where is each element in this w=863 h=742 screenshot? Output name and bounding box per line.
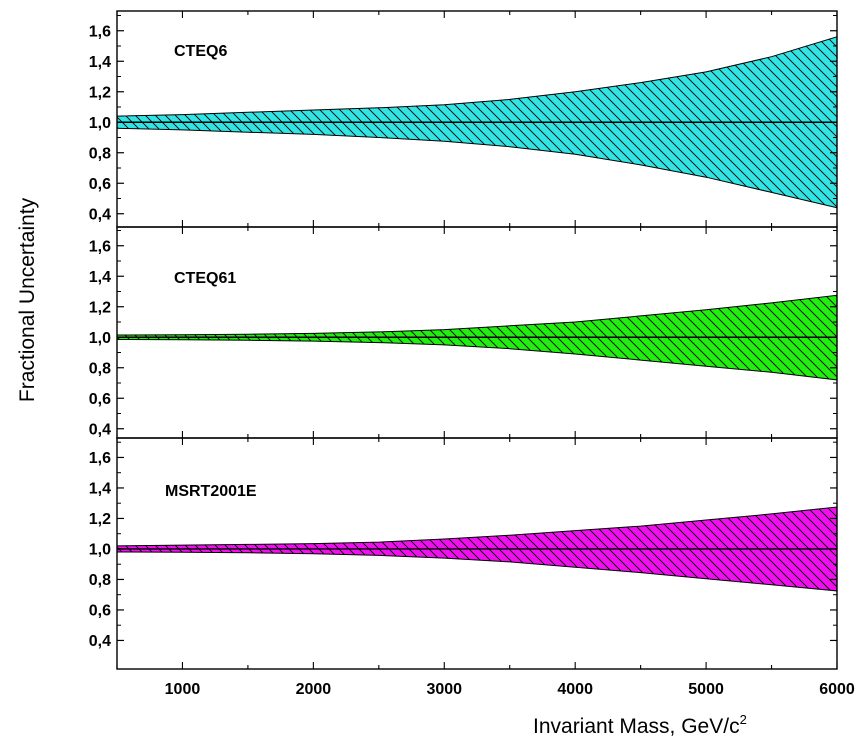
panel-label-cteq6: CTEQ6: [174, 43, 227, 60]
panel-cteq61: 0,4 0,6 0,8 1,0 1,2 1,4 1,6 CTEQ61: [89, 226, 838, 439]
x-tick-label: 2000: [296, 681, 332, 698]
x-tick-label: 5000: [688, 681, 724, 698]
y-tick-label: 0,8: [89, 572, 111, 589]
y-tick-label: 1,2: [89, 511, 111, 528]
panel-msrt2001e: 0,4 0,6 0,8 1,0 1,2 1,4 1,6 MSRT2001E: [89, 437, 838, 670]
x-tick-label: 1000: [165, 681, 201, 698]
x-tick-label: 3000: [426, 681, 462, 698]
y-tick-label: 0,8: [89, 145, 111, 162]
panel-label-cteq61: CTEQ61: [174, 270, 236, 287]
y-tick-label: 1,4: [89, 54, 111, 71]
y-tick-label: 0,6: [89, 176, 111, 193]
x-axis-title: Invariant Mass, GeV/c2: [533, 712, 747, 738]
panel-label-msrt2001e: MSRT2001E: [165, 483, 257, 500]
panel-frame: [116, 437, 838, 670]
y-tick-label: 1,0: [89, 330, 111, 347]
y-tick-label: 1,6: [89, 450, 111, 467]
x-tick-label: 4000: [557, 681, 593, 698]
y-tick-label: 1,2: [89, 84, 111, 101]
y-tick-label: 0,4: [89, 421, 111, 438]
y-tick-label: 0,6: [89, 391, 111, 408]
y-axis-title: Fractional Uncertainty: [16, 197, 39, 402]
x-axis-title-superscript: 2: [740, 712, 747, 727]
y-tick-label: 1,4: [89, 269, 111, 286]
y-tick-label: 0,4: [89, 206, 111, 223]
x-axis-title-text: Invariant Mass, GeV/c: [533, 715, 740, 738]
y-tick-label: 0,8: [89, 360, 111, 377]
y-tick-label: 1,6: [89, 238, 111, 255]
y-tick-label: 1,6: [89, 23, 111, 40]
y-tick-label: 0,4: [89, 633, 111, 650]
y-tick-label: 0,6: [89, 602, 111, 619]
x-tick-label: 6000: [819, 681, 855, 698]
panel-cteq6: 0,4 0,6 0,8 1,0 1,2 1,4 1,6 CTEQ6: [89, 10, 838, 228]
y-tick-label: 1,0: [89, 541, 111, 558]
y-tick-label: 1,0: [89, 115, 111, 132]
y-tick-label: 1,2: [89, 299, 111, 316]
y-tick-label: 1,4: [89, 480, 111, 497]
